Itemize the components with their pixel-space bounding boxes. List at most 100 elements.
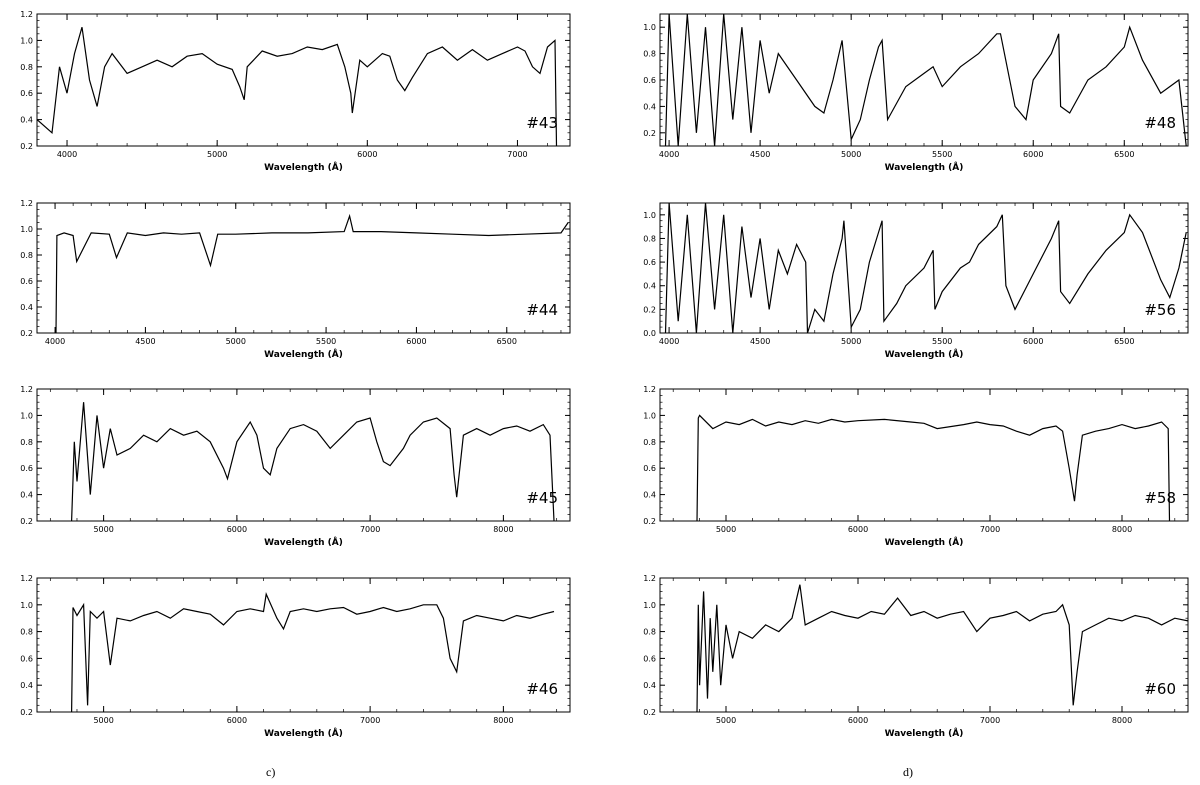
panel-label: #46 [526, 680, 558, 698]
plot-frame [659, 577, 1189, 713]
x-tick-label: 4000 [659, 150, 679, 159]
y-tick-label: 0.4 [643, 681, 656, 690]
x-tick-label: 4500 [750, 150, 770, 159]
y-tick-label: 1.0 [643, 601, 656, 610]
x-axis-label: Wavelength (Å) [885, 349, 964, 360]
y-tick-label: 1.0 [20, 411, 33, 420]
x-tick-label: 6000 [227, 716, 247, 725]
x-tick-label: 4000 [45, 337, 65, 346]
x-tick-label: 5000 [226, 337, 246, 346]
y-tick-label: 0.4 [20, 116, 33, 125]
y-tick-label: 1.2 [20, 199, 33, 208]
x-axis-label: Wavelength (Å) [885, 537, 964, 548]
spectrum-panel: 0.2 0.4 0.6 0.8 1.0 1.2 5000 6000 7000 8000 Wavele… [643, 574, 1189, 739]
y-tick-label: 0.6 [20, 277, 33, 286]
spectrum-line [696, 584, 1188, 712]
y-tick-label: 0.6 [643, 76, 656, 85]
plot-frame [659, 13, 1189, 147]
spectrum-line [664, 14, 1187, 146]
spectrum-line [696, 414, 1171, 521]
y-tick-label: 0.8 [20, 628, 33, 637]
x-tick-label: 6500 [1114, 150, 1134, 159]
x-tick-label: 5000 [93, 716, 113, 725]
x-axis-label: Wavelength (Å) [264, 537, 343, 548]
panel-label: #48 [1144, 114, 1176, 132]
panel-label: #44 [526, 301, 558, 319]
y-tick-label: 1.2 [20, 385, 33, 394]
x-tick-label: 5000 [716, 525, 736, 534]
y-tick-label: 0.6 [643, 258, 656, 267]
spectrum-panel: 0.2 0.4 0.6 0.8 1.0 4000 4500 5000 5500 6000 6500 W… [643, 13, 1189, 173]
y-tick-label: 0.4 [643, 282, 656, 291]
plot-frame [36, 13, 571, 147]
x-tick-label: 5000 [93, 525, 113, 534]
x-axis-label: Wavelength (Å) [264, 728, 343, 739]
x-tick-label: 4500 [750, 337, 770, 346]
panel-label: #45 [526, 489, 558, 507]
x-tick-label: 7000 [980, 716, 1000, 725]
y-tick-label: 0.8 [643, 234, 656, 243]
panel-label: #58 [1144, 489, 1176, 507]
y-tick-label: 0.4 [20, 491, 33, 500]
y-tick-label: 1.2 [643, 385, 656, 394]
y-tick-label: 1.2 [20, 10, 33, 19]
y-tick-label: 1.0 [20, 36, 33, 45]
y-tick-label: 0.8 [20, 438, 33, 447]
x-tick-label: 8000 [493, 525, 513, 534]
y-tick-label: 1.2 [20, 574, 33, 583]
spectrum-line [664, 203, 1187, 333]
y-tick-label: 0.8 [20, 63, 33, 72]
x-tick-label: 4500 [135, 337, 155, 346]
x-tick-label: 8000 [493, 716, 513, 725]
x-tick-label: 5000 [841, 150, 861, 159]
x-tick-label: 8000 [1112, 716, 1132, 725]
x-tick-label: 5500 [316, 337, 336, 346]
x-tick-label: 5000 [841, 337, 861, 346]
y-tick-label: 0.6 [643, 654, 656, 663]
spectrum-panel: 0.0 0.2 0.4 0.6 0.8 1.0 4000 4500 5000 5500 6000 65… [643, 202, 1189, 360]
y-tick-label: 0.2 [20, 142, 33, 151]
y-tick-label: 0.2 [20, 708, 33, 717]
x-tick-label: 4000 [57, 150, 77, 159]
caption-d: d) [903, 765, 913, 779]
x-tick-label: 7000 [360, 525, 380, 534]
x-axis-label: Wavelength (Å) [264, 162, 343, 173]
x-tick-label: 5500 [932, 150, 952, 159]
caption-c: c) [266, 765, 276, 779]
y-tick-label: 0.6 [643, 464, 656, 473]
spectrum-line [55, 213, 569, 333]
y-tick-label: 0.4 [20, 303, 33, 312]
spectrum-line [71, 402, 555, 521]
y-tick-label: 0.4 [20, 681, 33, 690]
y-tick-label: 0.8 [643, 438, 656, 447]
y-tick-label: 0.2 [20, 517, 33, 526]
x-tick-label: 8000 [1112, 525, 1132, 534]
y-tick-label: 1.2 [643, 574, 656, 583]
x-axis-label: Wavelength (Å) [885, 728, 964, 739]
x-axis-label: Wavelength (Å) [264, 349, 343, 360]
y-tick-label: 0.0 [643, 329, 656, 338]
x-tick-label: 5000 [207, 150, 227, 159]
plot-frame [36, 577, 571, 713]
y-tick-label: 0.2 [643, 708, 656, 717]
y-tick-label: 0.8 [643, 628, 656, 637]
spectrum-panel: 0.2 0.4 0.6 0.8 1.0 1.2 5000 6000 7000 8000 Wavele… [643, 385, 1189, 548]
spectrum-panel: 0.2 0.4 0.6 0.8 1.0 1.2 5000 6000 7000 8000 Wavele… [20, 574, 571, 739]
spectrum-panel: 0.2 0.4 0.6 0.8 1.0 1.2 5000 6000 7000 8000 Wavele… [20, 385, 571, 548]
y-tick-label: 0.6 [20, 654, 33, 663]
x-axis-label: Wavelength (Å) [885, 162, 964, 173]
x-tick-label: 6000 [1023, 337, 1043, 346]
spectrum-line [71, 591, 555, 712]
x-tick-label: 5500 [932, 337, 952, 346]
y-tick-label: 1.0 [20, 601, 33, 610]
plot-frame [659, 388, 1189, 522]
spectrum-line [37, 27, 558, 146]
x-tick-label: 6000 [1023, 150, 1043, 159]
y-tick-label: 1.0 [20, 225, 33, 234]
y-tick-label: 0.6 [20, 464, 33, 473]
x-tick-label: 6000 [848, 716, 868, 725]
y-tick-label: 1.0 [643, 23, 656, 32]
panel-label: #56 [1144, 301, 1176, 319]
y-tick-label: 1.0 [643, 411, 656, 420]
